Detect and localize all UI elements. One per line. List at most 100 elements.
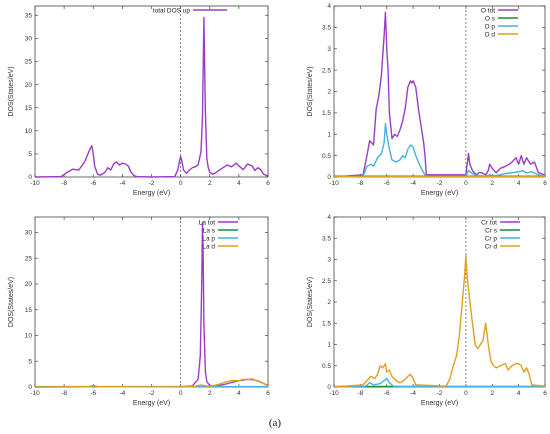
x-tick-label: 2 [208, 180, 212, 187]
series-line-la-d [34, 378, 269, 388]
y-tick-label: 20 [25, 281, 33, 288]
legend-label: Cr p [485, 235, 498, 242]
plot-frame [34, 5, 269, 178]
x-tick-label: 2 [208, 390, 212, 397]
figure-caption: (a) [268, 417, 282, 429]
y-tick-label: 4 [327, 3, 331, 10]
x-tick-label: -8 [61, 390, 67, 397]
y-tick-label: 10 [25, 333, 33, 340]
plot-frame [333, 5, 546, 178]
plot-frame [34, 216, 269, 388]
x-tick-label: 4 [517, 390, 521, 397]
legend-label: O d [485, 31, 496, 38]
x-tick-label: 6 [266, 180, 270, 187]
x-tick-label: 0 [464, 390, 468, 397]
y-tick-label: 2.5 [322, 278, 331, 285]
series-line-o-p [333, 122, 546, 178]
x-tick-label: -4 [119, 180, 125, 187]
y-tick-label: 4 [327, 214, 331, 221]
x-tick-label: 2 [490, 180, 494, 187]
x-axis-label: Energy (eV) [133, 400, 170, 407]
x-tick-label: -2 [149, 180, 155, 187]
y-tick-label: 3.5 [322, 235, 331, 242]
x-tick-label: -8 [357, 390, 363, 397]
y-tick-label: 0 [327, 174, 331, 181]
y-tick-label: 5 [28, 358, 32, 365]
y-tick-label: 1 [327, 131, 331, 138]
y-tick-label: 1.5 [322, 320, 331, 327]
legend-label: O p [485, 23, 496, 30]
x-tick-label: -10 [30, 180, 40, 187]
panel-total-dos: -10 -8 -6 -4 -2 0 2 4 6 0 5 10 15 20 25 30 35 Energy (eV)… [8, 5, 270, 197]
y-tick-label: 0 [28, 384, 32, 391]
x-tick-label: -4 [119, 390, 125, 397]
x-tick-label: 0 [464, 180, 468, 187]
panel-cr-dos: -10 -8 -6 -4 -2 0 2 4 6 0 0.5 1 1.5 2 2.5 3 3.5 4 Energy (… [307, 214, 547, 407]
series-line-cr-p [333, 377, 545, 388]
y-tick-label: 20 [25, 82, 33, 89]
x-tick-label: 6 [543, 390, 547, 397]
y-axis-label: DOS(States/eV) [307, 277, 314, 327]
series-line-o-tot [333, 11, 546, 178]
x-tick-label: 0 [179, 390, 183, 397]
y-tick-label: 2 [327, 299, 331, 306]
y-tick-label: 15 [25, 105, 33, 112]
y-tick-label: 0.5 [322, 363, 331, 370]
x-tick-label: -6 [90, 180, 96, 187]
y-tick-label: 15 [25, 307, 33, 314]
y-tick-label: 1.5 [322, 110, 331, 117]
y-axis-label: DOS(States/eV) [8, 66, 15, 116]
series-line-cr-d [333, 254, 546, 388]
y-tick-label: 3 [327, 46, 331, 53]
x-tick-label: 0 [179, 180, 183, 187]
y-tick-label: 2.5 [322, 67, 331, 74]
y-tick-label: 3 [327, 257, 331, 264]
legend-label: La tot [199, 219, 215, 226]
y-tick-label: 25 [25, 255, 33, 262]
x-tick-label: -10 [30, 390, 40, 397]
x-tick-label: -6 [384, 390, 390, 397]
x-axis-label: Energy (eV) [421, 190, 458, 197]
x-tick-label: -6 [90, 390, 96, 397]
x-tick-label: 4 [237, 180, 241, 187]
y-tick-label: 0 [327, 384, 331, 391]
x-tick-label: -6 [384, 180, 390, 187]
x-tick-label: 6 [266, 390, 270, 397]
y-tick-label: 35 [25, 12, 33, 19]
x-tick-label: -8 [61, 180, 67, 187]
y-tick-label: 0 [28, 174, 32, 181]
x-tick-label: -2 [437, 390, 443, 397]
plot-frame [333, 216, 546, 388]
y-axis-label: DOS(States/eV) [307, 66, 314, 116]
y-tick-label: 25 [25, 59, 33, 66]
legend-label: La d [202, 243, 215, 250]
x-tick-label: 4 [237, 390, 241, 397]
x-axis-label: Energy (eV) [133, 190, 170, 197]
legend-label: total DOS up [153, 7, 191, 14]
legend-label: O tot [481, 7, 495, 14]
y-tick-label: 10 [25, 128, 33, 135]
x-axis-label: Energy (eV) [421, 400, 458, 407]
legend-label: Cr d [485, 243, 498, 250]
y-tick-label: 2 [327, 89, 331, 96]
y-tick-label: 30 [25, 230, 33, 237]
y-tick-label: 5 [28, 151, 32, 158]
series-line-total-dos-up [34, 16, 269, 178]
legend-label: La p [202, 235, 215, 242]
y-tick-label: 3.5 [322, 25, 331, 32]
x-tick-label: 2 [490, 390, 494, 397]
panel-la-dos: -10 -8 -6 -4 -2 0 2 4 6 0 5 10 15 20 25 30 Energy (eV) DO… [8, 216, 270, 407]
x-tick-label: 4 [517, 180, 521, 187]
x-tick-label: -4 [410, 390, 416, 397]
y-tick-label: 0.5 [322, 153, 331, 160]
legend-label: O s [485, 15, 496, 22]
y-tick-label: 30 [25, 36, 33, 43]
y-tick-label: 1 [327, 342, 331, 349]
panel-o-dos: -10 -8 -6 -4 -2 0 2 4 6 0 0.5 1 1.5 2 2.5 3 3.5 4 Energy (… [307, 3, 547, 197]
x-tick-label: -10 [329, 390, 339, 397]
legend-label: Cr s [485, 227, 498, 234]
x-tick-label: -4 [410, 180, 416, 187]
legend-label: La s [203, 227, 216, 234]
x-tick-label: -2 [149, 390, 155, 397]
x-tick-label: -8 [357, 180, 363, 187]
